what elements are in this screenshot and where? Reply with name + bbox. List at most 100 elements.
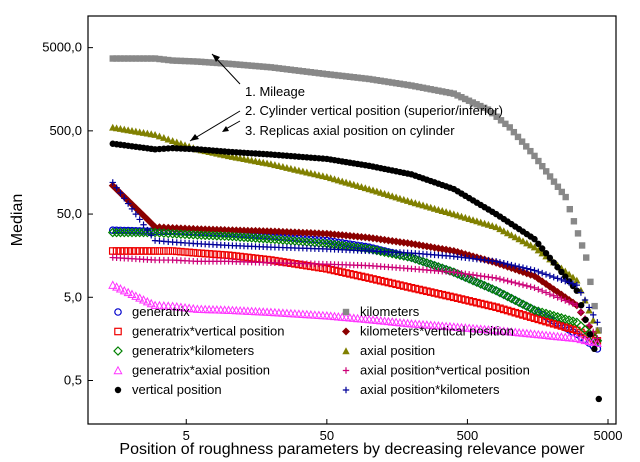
series-marker: [591, 302, 598, 310]
series-marker: [562, 273, 569, 280]
series-marker: [384, 278, 393, 287]
series-marker: [124, 247, 132, 255]
legend-marker: [342, 367, 350, 374]
legend-marker: [113, 346, 123, 356]
series-marker: [197, 249, 206, 258]
series-marker: [140, 221, 147, 228]
series-marker: [181, 57, 189, 65]
series-marker: [201, 249, 209, 258]
series-marker: [123, 227, 133, 238]
series-marker: [385, 78, 392, 86]
series-marker: [570, 218, 578, 225]
series-marker: [319, 70, 327, 77]
series-marker: [173, 57, 180, 64]
annotation-1: 1. Mileage: [245, 84, 305, 99]
series-marker: [519, 264, 527, 271]
series-marker: [147, 219, 156, 228]
series-marker: [487, 325, 497, 334]
series-marker: [128, 226, 136, 235]
data-point: [109, 55, 116, 62]
series-marker: [205, 250, 213, 258]
series-marker: [127, 289, 137, 299]
series-marker: [113, 184, 120, 191]
series-marker: [263, 243, 271, 251]
series-marker: [568, 333, 578, 342]
series-marker: [515, 310, 523, 318]
series-marker: [119, 285, 129, 295]
data-point: [591, 345, 598, 353]
series-marker: [155, 132, 164, 140]
series-marker: [181, 248, 189, 256]
series-marker: [523, 239, 531, 247]
series-marker: [350, 74, 357, 81]
series-marker: [154, 300, 165, 310]
series-marker: [565, 279, 573, 286]
legend-marker: [342, 327, 350, 336]
series-marker: [260, 63, 267, 70]
series-marker: [507, 231, 516, 239]
series-marker: [130, 227, 141, 238]
series-marker: [493, 113, 500, 120]
series-marker: [287, 66, 295, 73]
series-marker: [523, 282, 531, 290]
series-marker: [526, 313, 535, 321]
series-marker: [148, 145, 155, 153]
data-point: [562, 193, 569, 201]
series-marker: [274, 234, 284, 245]
series-marker: [377, 77, 384, 84]
series-marker: [535, 157, 542, 165]
series-marker: [403, 283, 412, 291]
series-marker: [139, 247, 148, 255]
series-marker: [184, 229, 194, 240]
series-marker: [423, 85, 431, 92]
series-marker: [538, 316, 546, 325]
series-marker: [142, 296, 152, 306]
series-marker: [163, 301, 173, 310]
series-marker: [388, 279, 397, 288]
series-marker: [362, 75, 369, 82]
series-marker: [132, 247, 140, 255]
series-marker: [581, 296, 589, 304]
series-marker: [339, 72, 346, 80]
data-point: [594, 335, 601, 342]
series-marker: [457, 295, 466, 303]
legend-marker: [342, 386, 350, 394]
data-point: [407, 283, 416, 292]
y-axis-title: Median: [9, 194, 26, 246]
series-marker: [221, 148, 228, 155]
series-marker: [177, 247, 185, 256]
series-marker: [319, 245, 327, 253]
series-marker: [147, 130, 155, 138]
series-marker: [588, 337, 598, 347]
series-marker: [138, 227, 149, 238]
series-marker: [244, 62, 252, 69]
series-marker: [392, 280, 400, 289]
series-marker: [518, 138, 526, 145]
series-marker: [480, 104, 488, 112]
series-marker: [124, 226, 132, 235]
series-marker: [511, 233, 520, 241]
series-marker: [163, 228, 174, 239]
series-marker: [586, 331, 594, 338]
series-marker: [423, 287, 431, 296]
series-marker: [263, 227, 272, 236]
series-marker: [116, 226, 125, 235]
series-marker: [439, 88, 446, 95]
series-marker: [525, 303, 536, 314]
series-marker: [201, 58, 209, 66]
series-marker: [263, 259, 271, 266]
series-marker: [488, 302, 497, 311]
series-marker: [278, 235, 288, 245]
annotation-3: 3. Replicas axial position on cylinder: [245, 123, 455, 138]
series-marker: [577, 289, 585, 296]
series-marker: [553, 321, 562, 329]
series-marker: [124, 55, 132, 62]
series-marker: [435, 87, 442, 94]
series-marker: [318, 229, 327, 238]
data-point: [150, 300, 160, 310]
series-marker: [358, 74, 365, 82]
series-marker: [303, 68, 311, 75]
series-marker: [189, 248, 198, 257]
series-marker: [349, 270, 358, 279]
series-marker: [396, 80, 404, 87]
